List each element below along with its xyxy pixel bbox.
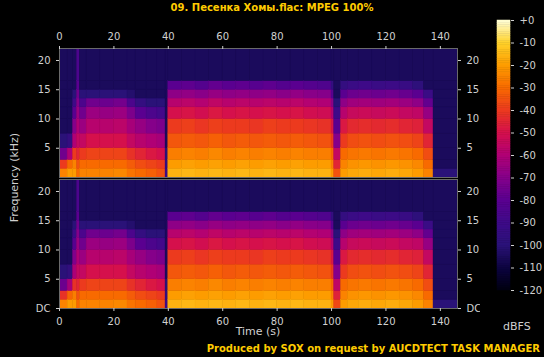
svg-text:5: 5 — [467, 142, 473, 153]
html-text:dBFS: dBFS — [503, 320, 531, 333]
svg-text:20: 20 — [467, 186, 480, 197]
svg-text:140: 140 — [431, 31, 450, 42]
svg-text:120: 120 — [376, 316, 395, 327]
svg-text:-40: -40 — [520, 105, 536, 116]
svg-text:-100: -100 — [520, 240, 543, 251]
svg-text:20: 20 — [108, 316, 121, 327]
svg-text:10: 10 — [38, 113, 51, 124]
html-text:09. Песенка Хомы.flac: MPEG 10: 09. Песенка Хомы.flac: MPEG 100% — [170, 2, 374, 13]
svg-text:-20: -20 — [520, 60, 536, 71]
svg-text:-90: -90 — [520, 217, 536, 228]
svg-text:+0: +0 — [520, 15, 535, 26]
svg-text:140: 140 — [431, 316, 450, 327]
svg-text:80: 80 — [271, 316, 284, 327]
svg-text:60: 60 — [216, 316, 229, 327]
svg-text:-110: -110 — [520, 262, 543, 273]
svg-text:80: 80 — [271, 31, 284, 42]
svg-text:5: 5 — [44, 142, 50, 153]
svg-text:15: 15 — [467, 215, 480, 226]
svg-text:-60: -60 — [520, 150, 536, 161]
svg-text:0: 0 — [56, 316, 62, 327]
svg-text:DC: DC — [36, 303, 51, 314]
svg-text:10: 10 — [467, 244, 480, 255]
svg-text:5: 5 — [467, 273, 473, 284]
svg-text:10: 10 — [38, 244, 51, 255]
svg-text:20: 20 — [108, 31, 121, 42]
svg-text:120: 120 — [376, 31, 395, 42]
svg-text:15: 15 — [38, 84, 51, 95]
svg-text:20: 20 — [38, 186, 51, 197]
svg-text:-120: -120 — [520, 285, 543, 295]
html-text:Produced by SOX on request by: Produced by SOX on request by AUCDTECT T… — [206, 343, 540, 354]
svg-text:100: 100 — [322, 316, 341, 327]
svg-text:DC: DC — [467, 303, 481, 314]
svg-text:100: 100 — [322, 31, 341, 42]
svg-text:-80: -80 — [520, 195, 536, 206]
svg-text:20: 20 — [38, 55, 51, 66]
svg-text:10: 10 — [467, 113, 480, 124]
svg-text:-70: -70 — [520, 172, 536, 183]
svg-text:-30: -30 — [520, 82, 536, 93]
svg-text:60: 60 — [216, 31, 229, 42]
svg-text:5: 5 — [44, 273, 50, 284]
svg-text:-50: -50 — [520, 127, 536, 138]
html-text:Time (s): Time (s) — [235, 325, 281, 338]
svg-text:40: 40 — [162, 31, 175, 42]
svg-text:40: 40 — [162, 316, 175, 327]
svg-text:-10: -10 — [520, 37, 536, 48]
svg-text:15: 15 — [38, 215, 51, 226]
svg-text:15: 15 — [467, 84, 480, 95]
svg-text:0: 0 — [56, 31, 62, 42]
svg-text:20: 20 — [467, 55, 480, 66]
html-text:Frequency (kHz): Frequency (kHz) — [7, 132, 21, 223]
